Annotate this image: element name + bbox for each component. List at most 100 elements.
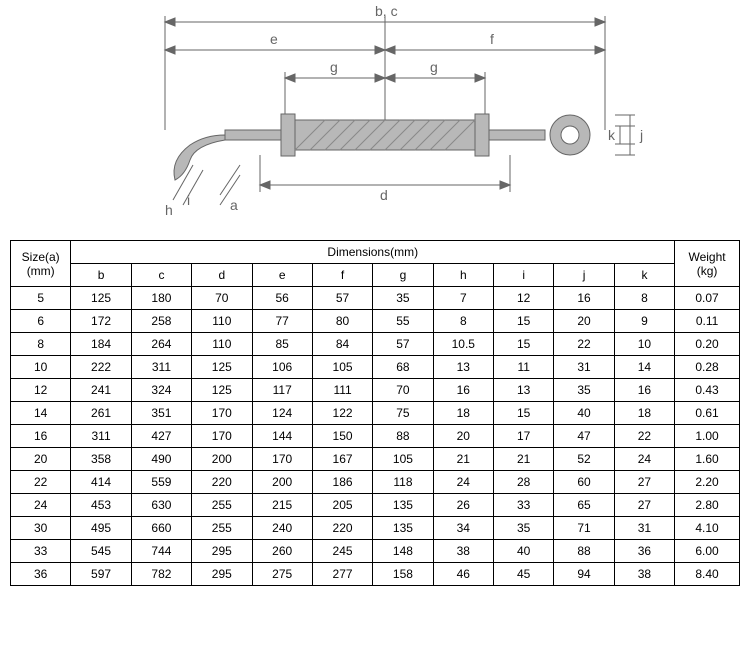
cell-f: 167: [312, 448, 372, 471]
cell-c: 744: [131, 540, 191, 563]
cell-d: 110: [192, 333, 252, 356]
cell-w: 2.80: [675, 494, 740, 517]
cell-k: 8: [614, 287, 674, 310]
cell-a: 16: [11, 425, 71, 448]
cell-j: 20: [554, 310, 614, 333]
cell-a: 30: [11, 517, 71, 540]
cell-w: 4.10: [675, 517, 740, 540]
table-row: 1426135117012412275181540180.61: [11, 402, 740, 425]
cell-i: 15: [494, 402, 554, 425]
cell-g: 158: [373, 563, 433, 586]
cell-j: 65: [554, 494, 614, 517]
cell-a: 10: [11, 356, 71, 379]
cell-h: 16: [433, 379, 493, 402]
label-e: e: [270, 31, 278, 47]
table-row: 1224132412511711170161335160.43: [11, 379, 740, 402]
cell-h: 26: [433, 494, 493, 517]
cell-e: 85: [252, 333, 312, 356]
cell-d: 110: [192, 310, 252, 333]
cell-b: 184: [71, 333, 131, 356]
cell-w: 1.00: [675, 425, 740, 448]
cell-i: 13: [494, 379, 554, 402]
cell-j: 16: [554, 287, 614, 310]
turnbuckle-diagram: b, c e f g g d a h i j k: [0, 0, 750, 230]
cell-e: 170: [252, 448, 312, 471]
cell-w: 0.28: [675, 356, 740, 379]
cell-h: 8: [433, 310, 493, 333]
table-row: 24453630255215205135263365272.80: [11, 494, 740, 517]
cell-w: 0.11: [675, 310, 740, 333]
cell-d: 170: [192, 425, 252, 448]
cell-e: 77: [252, 310, 312, 333]
cell-f: 122: [312, 402, 372, 425]
cell-b: 222: [71, 356, 131, 379]
table-row: 1631142717014415088201747221.00: [11, 425, 740, 448]
cell-g: 148: [373, 540, 433, 563]
cell-w: 6.00: [675, 540, 740, 563]
cell-e: 106: [252, 356, 312, 379]
cell-c: 630: [131, 494, 191, 517]
cell-g: 68: [373, 356, 433, 379]
cell-g: 105: [373, 448, 433, 471]
cell-e: 215: [252, 494, 312, 517]
label-i: i: [187, 192, 190, 208]
cell-w: 8.40: [675, 563, 740, 586]
cell-b: 261: [71, 402, 131, 425]
cell-h: 10.5: [433, 333, 493, 356]
table-row: 1022231112510610568131131140.28: [11, 356, 740, 379]
cell-k: 27: [614, 471, 674, 494]
cell-w: 0.43: [675, 379, 740, 402]
cell-a: 5: [11, 287, 71, 310]
cell-e: 56: [252, 287, 312, 310]
cell-b: 414: [71, 471, 131, 494]
cell-d: 295: [192, 563, 252, 586]
cell-a: 20: [11, 448, 71, 471]
cell-d: 125: [192, 379, 252, 402]
cell-b: 545: [71, 540, 131, 563]
cell-f: 111: [312, 379, 372, 402]
cell-d: 255: [192, 517, 252, 540]
label-j: j: [639, 127, 643, 143]
table-row: 33545744295260245148384088366.00: [11, 540, 740, 563]
cell-e: 275: [252, 563, 312, 586]
header-weight: Weight (kg): [675, 241, 740, 287]
cell-f: 245: [312, 540, 372, 563]
cell-k: 18: [614, 402, 674, 425]
dimensions-table-wrap: Size(a) (mm) Dimensions(mm) Weight (kg) …: [0, 230, 750, 596]
cell-f: 105: [312, 356, 372, 379]
cell-j: 88: [554, 540, 614, 563]
header-col-b: b: [71, 264, 131, 287]
cell-d: 125: [192, 356, 252, 379]
cell-i: 28: [494, 471, 554, 494]
cell-f: 277: [312, 563, 372, 586]
cell-k: 22: [614, 425, 674, 448]
cell-e: 124: [252, 402, 312, 425]
table-row: 36597782295275277158464594388.40: [11, 563, 740, 586]
table-body: 5125180705657357121680.07617225811077805…: [11, 287, 740, 586]
cell-i: 40: [494, 540, 554, 563]
cell-k: 9: [614, 310, 674, 333]
cell-w: 0.07: [675, 287, 740, 310]
cell-h: 18: [433, 402, 493, 425]
cell-d: 170: [192, 402, 252, 425]
label-f: f: [490, 31, 494, 47]
cell-c: 180: [131, 287, 191, 310]
cell-a: 14: [11, 402, 71, 425]
cell-j: 22: [554, 333, 614, 356]
cell-b: 453: [71, 494, 131, 517]
cell-f: 150: [312, 425, 372, 448]
cell-i: 21: [494, 448, 554, 471]
table-row: 5125180705657357121680.07: [11, 287, 740, 310]
cell-g: 55: [373, 310, 433, 333]
cell-d: 255: [192, 494, 252, 517]
cell-h: 21: [433, 448, 493, 471]
dimensions-table: Size(a) (mm) Dimensions(mm) Weight (kg) …: [10, 240, 740, 586]
label-d: d: [380, 187, 388, 203]
cell-f: 57: [312, 287, 372, 310]
cell-i: 33: [494, 494, 554, 517]
cell-b: 241: [71, 379, 131, 402]
cell-c: 660: [131, 517, 191, 540]
cell-e: 240: [252, 517, 312, 540]
header-dimensions: Dimensions(mm): [71, 241, 675, 264]
table-row: 818426411085845710.51522100.20: [11, 333, 740, 356]
